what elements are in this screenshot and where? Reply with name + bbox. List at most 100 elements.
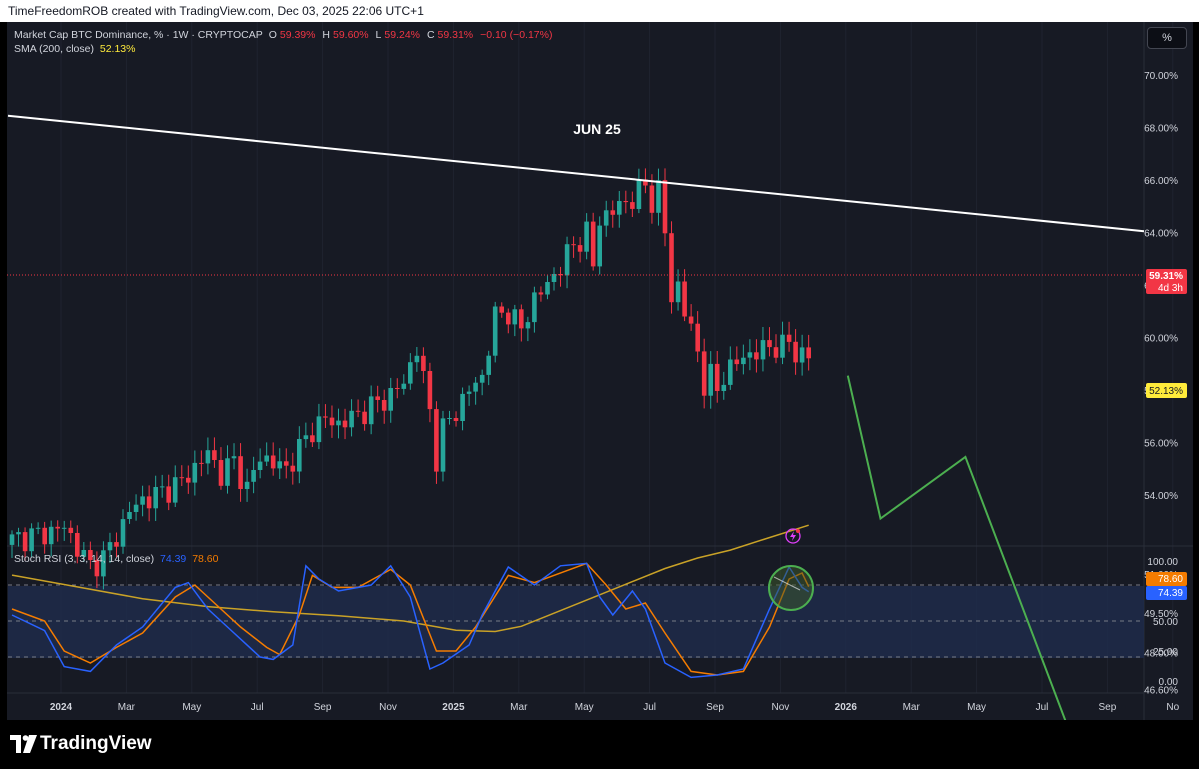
candle-body[interactable] <box>257 461 263 470</box>
candle-body[interactable] <box>9 534 15 545</box>
candle-body[interactable] <box>166 486 171 503</box>
candle-body[interactable] <box>310 435 315 443</box>
candle-body[interactable] <box>16 532 21 535</box>
candle-body[interactable] <box>55 526 60 529</box>
percent-scale-button[interactable]: % <box>1147 27 1187 49</box>
candle-body[interactable] <box>780 334 785 358</box>
candle-body[interactable] <box>492 306 498 356</box>
candle-body[interactable] <box>466 391 472 394</box>
candle-body[interactable] <box>75 533 80 557</box>
candle-body[interactable] <box>571 244 576 246</box>
candle-body[interactable] <box>29 528 34 552</box>
candle-body[interactable] <box>186 477 191 483</box>
candle-body[interactable] <box>264 455 269 462</box>
candle-body[interactable] <box>120 519 126 547</box>
candle-body[interactable] <box>303 435 309 440</box>
candle-body[interactable] <box>218 460 224 486</box>
candle-body[interactable] <box>88 550 93 561</box>
candle-body[interactable] <box>270 455 276 469</box>
candle-body[interactable] <box>728 359 733 385</box>
candle-body[interactable] <box>545 282 550 295</box>
candle-body[interactable] <box>597 225 602 267</box>
candle-body[interactable] <box>701 351 707 396</box>
candle-body[interactable] <box>42 527 47 545</box>
candle-body[interactable] <box>225 458 230 486</box>
candle-body[interactable] <box>479 374 485 383</box>
candle-body[interactable] <box>440 418 446 472</box>
candle-body[interactable] <box>388 388 393 411</box>
candle-body[interactable] <box>564 244 570 276</box>
candle-body[interactable] <box>368 396 374 425</box>
candle-body[interactable] <box>630 202 635 209</box>
candle-body[interactable] <box>695 323 700 352</box>
candle-body[interactable] <box>447 418 452 419</box>
candle-body[interactable] <box>434 409 439 472</box>
candle-body[interactable] <box>773 347 779 358</box>
candle-body[interactable] <box>316 416 322 443</box>
candle-body[interactable] <box>401 383 407 389</box>
candle-body[interactable] <box>329 417 335 426</box>
candle-body[interactable] <box>453 418 459 421</box>
candle-body[interactable] <box>793 341 798 363</box>
candle-body[interactable] <box>551 274 557 282</box>
candle-body[interactable] <box>61 527 67 529</box>
candle-body[interactable] <box>199 462 204 464</box>
candle-body[interactable] <box>22 532 28 552</box>
candle-body[interactable] <box>747 352 753 358</box>
candle-body[interactable] <box>610 210 616 215</box>
candle-body[interactable] <box>244 481 250 489</box>
candle-body[interactable] <box>192 462 198 483</box>
candle-body[interactable] <box>427 371 433 410</box>
lightning-icon[interactable] <box>785 528 801 544</box>
candle-body[interactable] <box>754 352 759 360</box>
candle-body[interactable] <box>460 393 465 421</box>
candle-body[interactable] <box>251 470 256 482</box>
candle-body[interactable] <box>584 221 589 252</box>
candle-body[interactable] <box>499 306 504 313</box>
candle-body[interactable] <box>799 347 805 363</box>
candle-body[interactable] <box>133 504 139 512</box>
candle-body[interactable] <box>669 233 674 303</box>
candle-body[interactable] <box>577 245 583 252</box>
trendline[interactable] <box>7 114 1145 233</box>
candle-body[interactable] <box>231 456 237 459</box>
candle-body[interactable] <box>81 550 87 557</box>
candle-body[interactable] <box>682 281 687 317</box>
candle-body[interactable] <box>656 180 661 213</box>
candle-body[interactable] <box>590 221 596 267</box>
candle-body[interactable] <box>506 312 511 325</box>
candle-body[interactable] <box>617 201 622 215</box>
candle-body[interactable] <box>767 340 772 348</box>
candle-body[interactable] <box>140 496 145 505</box>
candle-body[interactable] <box>323 416 328 418</box>
candle-body[interactable] <box>675 281 681 303</box>
candle-body[interactable] <box>290 465 296 472</box>
candle-body[interactable] <box>636 179 642 210</box>
candle-body[interactable] <box>512 309 518 325</box>
candle-body[interactable] <box>532 292 537 323</box>
candle-body[interactable] <box>375 396 380 400</box>
candle-body[interactable] <box>284 461 289 466</box>
candle-body[interactable] <box>395 388 400 389</box>
candle-body[interactable] <box>381 400 387 411</box>
candle-body[interactable] <box>806 347 811 359</box>
candle-body[interactable] <box>519 309 524 329</box>
candle-body[interactable] <box>349 410 354 428</box>
candle-body[interactable] <box>342 420 348 428</box>
candle-body[interactable] <box>68 527 74 533</box>
candle-body[interactable] <box>408 362 413 384</box>
candle-body[interactable] <box>127 512 132 519</box>
highlight-circle[interactable] <box>768 565 814 611</box>
candle-body[interactable] <box>714 363 720 391</box>
candle-body[interactable] <box>486 355 491 375</box>
candle-body[interactable] <box>94 560 100 577</box>
candle-body[interactable] <box>362 411 367 425</box>
candle-body[interactable] <box>558 274 563 276</box>
candle-body[interactable] <box>355 410 361 412</box>
candle-body[interactable] <box>421 355 426 371</box>
candle-body[interactable] <box>538 292 544 295</box>
candle-body[interactable] <box>297 439 302 472</box>
candle-body[interactable] <box>35 527 41 529</box>
candle-body[interactable] <box>107 542 113 551</box>
